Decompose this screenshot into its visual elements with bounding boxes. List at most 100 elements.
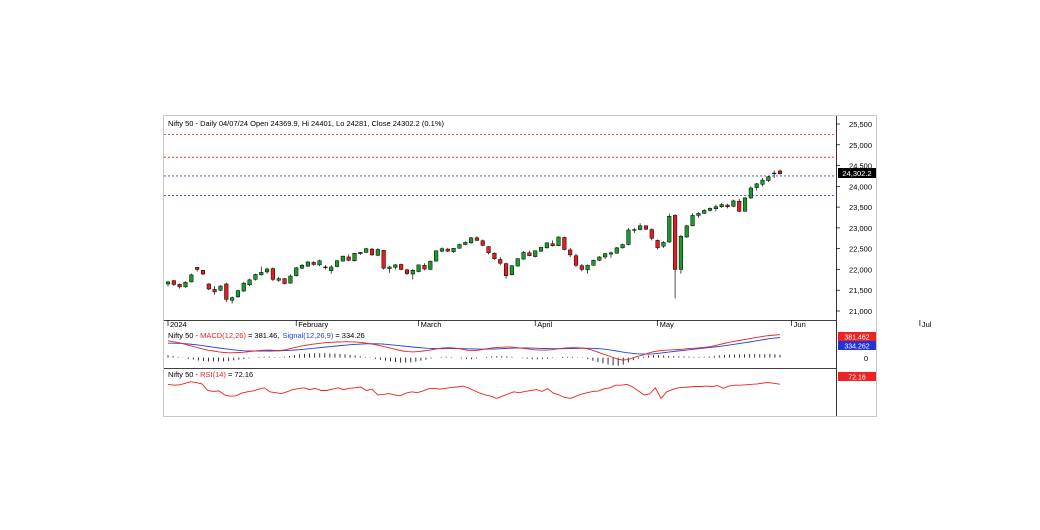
candle-body: [556, 236, 561, 247]
macd-badge-bg: [838, 332, 876, 341]
candle-body: [282, 278, 287, 284]
rsi-legend-value: = 72.16: [228, 370, 253, 379]
rsi-badge-text: 72.16: [848, 375, 866, 382]
candle-body: [474, 237, 479, 241]
candle-body: [708, 208, 713, 211]
candle-body: [230, 297, 235, 301]
candle-body: [690, 215, 695, 227]
candle-body: [428, 260, 433, 270]
price-y-tick-label: 24,000: [849, 182, 872, 191]
candle-body: [573, 255, 579, 266]
macd-legend: Nifty 50 - MACD(12,26) = 381.46, Signal(12…: [168, 331, 365, 340]
candle-body: [183, 282, 188, 288]
candle-body: [585, 265, 590, 271]
signal-legend-value: = 334.26: [335, 331, 364, 340]
candle-body: [527, 252, 532, 256]
candle-body: [777, 170, 783, 175]
price-y-tick-label: 23,000: [849, 224, 872, 233]
candle-body: [416, 264, 421, 272]
candle-body: [399, 264, 404, 270]
signal-line: [168, 337, 781, 355]
macd-badge-text: 381.462: [844, 335, 869, 342]
rsi-legend: Nifty 50 - RSI(14) = 72.16: [168, 370, 253, 379]
candle-body: [364, 248, 369, 253]
candle-body: [515, 258, 520, 267]
candle-body: [276, 278, 281, 281]
candle-body: [521, 252, 526, 260]
candle-body: [737, 201, 742, 212]
candle-body: [696, 213, 701, 216]
candle-body: [760, 179, 765, 185]
candle-body: [317, 260, 322, 266]
candle-body: [725, 204, 730, 207]
price-y-tick-label: 24,500: [849, 162, 872, 171]
macd-line: [167, 334, 781, 361]
candle-body: [329, 266, 334, 271]
date-x-tick-label: March: [421, 320, 442, 329]
candle-body: [224, 283, 229, 300]
candlesticks: [165, 169, 783, 304]
candle-body: [713, 206, 718, 210]
candle-body: [719, 204, 724, 207]
macd-panel: Nifty 50 - MACD(12,26) = 381.46, Signal(12…: [164, 331, 876, 369]
candle-body: [742, 197, 748, 212]
chart-border: [163, 115, 877, 417]
candle-body: [305, 261, 310, 267]
candle-body: [387, 266, 392, 269]
price-y-tick-label: 22,000: [849, 265, 872, 274]
candle-body: [772, 172, 777, 175]
price-panel: Nifty 50 - Daily 04/07/24 Open 24369.9, …: [164, 116, 932, 416]
candle-body: [498, 259, 503, 264]
candle-body: [439, 248, 444, 252]
candle-body: [649, 229, 654, 239]
candle-body: [626, 229, 631, 245]
candle-body: [638, 225, 643, 230]
horizontal-levels: [164, 133, 836, 196]
candle-body: [550, 243, 555, 247]
candle-body: [608, 252, 614, 255]
candle-body: [288, 275, 293, 284]
candle-body: [632, 229, 637, 231]
candle-body: [346, 256, 351, 261]
price-y-tick-label: 25,000: [849, 141, 872, 150]
candle-body: [568, 249, 573, 256]
macd-legend-value: = 381.46,: [248, 331, 280, 340]
candle-body: [270, 268, 275, 280]
macd-legend-name: MACD(12,26): [200, 331, 246, 340]
candle-body: [673, 215, 678, 270]
date-x-tick-label: Jul: [922, 320, 932, 329]
price-y-tick-label: 23,500: [849, 203, 872, 212]
price-y-tick-label: 21,500: [849, 286, 872, 295]
candle-body: [381, 250, 386, 269]
price-y-tick-label: 21,000: [849, 307, 872, 316]
last-price-badge: 24,302.2: [838, 168, 876, 178]
candle-body: [614, 247, 619, 254]
candle-body: [597, 256, 602, 261]
candle-body: [189, 274, 194, 283]
candle-body: [247, 279, 252, 286]
date-x-tick-label: February: [298, 320, 328, 329]
candle-body: [492, 252, 497, 259]
candle-body: [754, 183, 759, 188]
price-y-tick-label: 25,500: [849, 120, 872, 129]
candle-body: [655, 240, 660, 249]
candle-body: [731, 200, 736, 207]
candle-body: [311, 262, 316, 265]
candle-body: [171, 280, 176, 285]
candle-body: [702, 210, 707, 214]
candle-body: [212, 289, 217, 293]
date-x-tick-label: April: [537, 320, 552, 329]
date-x-tick-label: 2024: [170, 320, 187, 329]
candle-body: [340, 255, 345, 262]
candle-body: [393, 264, 398, 268]
candle-body: [434, 250, 439, 262]
candle-body: [684, 225, 689, 238]
signal-legend-name: Signal(12,26,9): [282, 331, 333, 340]
candle-body: [603, 253, 608, 258]
candle-body: [241, 282, 246, 292]
candle-body: [177, 284, 182, 288]
candle-body: [579, 265, 584, 270]
candle-body: [591, 260, 596, 266]
candle-body: [766, 176, 771, 181]
